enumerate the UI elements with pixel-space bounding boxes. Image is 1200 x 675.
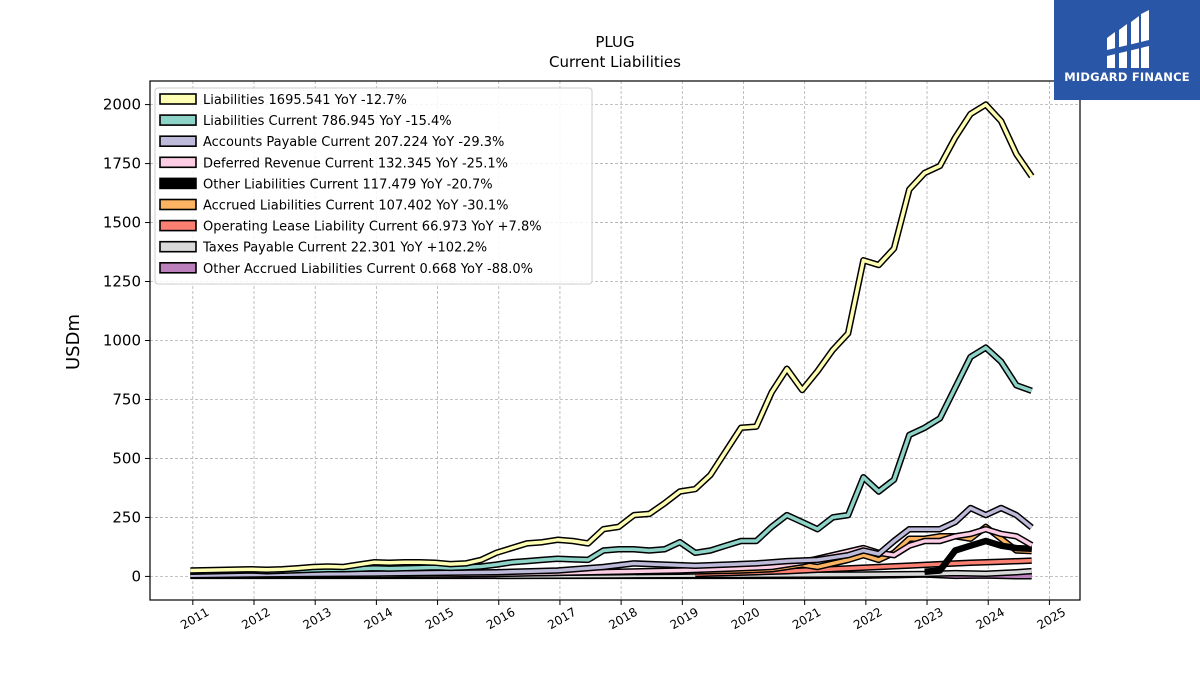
series-line (190, 102, 1034, 573)
legend-entry: Other Liabilities Current 117.479 YoY -2… (203, 177, 493, 192)
series-layer (190, 101, 1035, 580)
series-line (190, 506, 1033, 577)
legend-swatch (159, 156, 197, 169)
y-tick-label: 500 (112, 449, 141, 467)
legend-entry: Accounts Payable Current 207.224 YoY -29… (203, 135, 504, 150)
legend-box (154, 87, 593, 285)
chart-title: PLUG (595, 33, 634, 51)
legend-swatch (159, 177, 197, 190)
legend-swatch (159, 135, 197, 147)
series-line (496, 569, 1032, 578)
series-1 (190, 344, 1033, 575)
legend: Liabilities 1695.541 YoY -12.7% Liabiliti… (154, 87, 593, 285)
y-axis-label: USDm (63, 314, 84, 370)
series-line (190, 345, 1033, 574)
y-tick-label: 250 (112, 508, 141, 526)
legend-swatch (159, 198, 197, 211)
series-line (924, 539, 1032, 574)
y-tick-label: 1500 (103, 214, 141, 232)
y-tick-label: 1750 (103, 155, 141, 173)
legend-entry: Liabilities Current 786.945 YoY -15.4% (203, 114, 452, 129)
logo-text: MIDGARD FINANCE (1064, 70, 1190, 84)
legend-entry: Operating Lease Liability Current 66.973… (203, 220, 542, 235)
legend-swatch (159, 261, 197, 274)
brand-logo: MIDGARD FINANCE (1054, 0, 1200, 100)
y-tick-label: 0 (131, 567, 141, 585)
chart-subtitle: Current Liabilities (549, 53, 681, 71)
legend-swatch (159, 240, 197, 253)
legend-swatch (159, 114, 197, 126)
series-7 (496, 567, 1032, 580)
legend-entry: Liabilities 1695.541 YoY -12.7% (203, 93, 407, 108)
legend-entry: Accrued Liabilities Current 107.402 YoY … (203, 199, 509, 214)
y-tick-label: 1000 (103, 332, 141, 350)
legend-entry: Taxes Payable Current 22.301 YoY +102.2% (202, 241, 487, 256)
logo-mark-icon (1107, 10, 1149, 68)
y-tick-label: 750 (112, 390, 141, 408)
legend-entry: Other Accrued Liabilities Current 0.668 … (203, 262, 533, 277)
legend-swatch (159, 93, 197, 105)
legend-swatch (159, 219, 197, 232)
series-4 (924, 537, 1032, 575)
y-axis: 0 250 500 750 1000 1250 1500 1750 2000 (103, 96, 150, 585)
series-2 (190, 504, 1034, 579)
legend-entry: Deferred Revenue Current 132.345 YoY -25… (203, 156, 508, 171)
y-tick-label: 2000 (103, 96, 141, 114)
series-0 (190, 101, 1035, 574)
y-tick-label: 1250 (103, 273, 141, 291)
